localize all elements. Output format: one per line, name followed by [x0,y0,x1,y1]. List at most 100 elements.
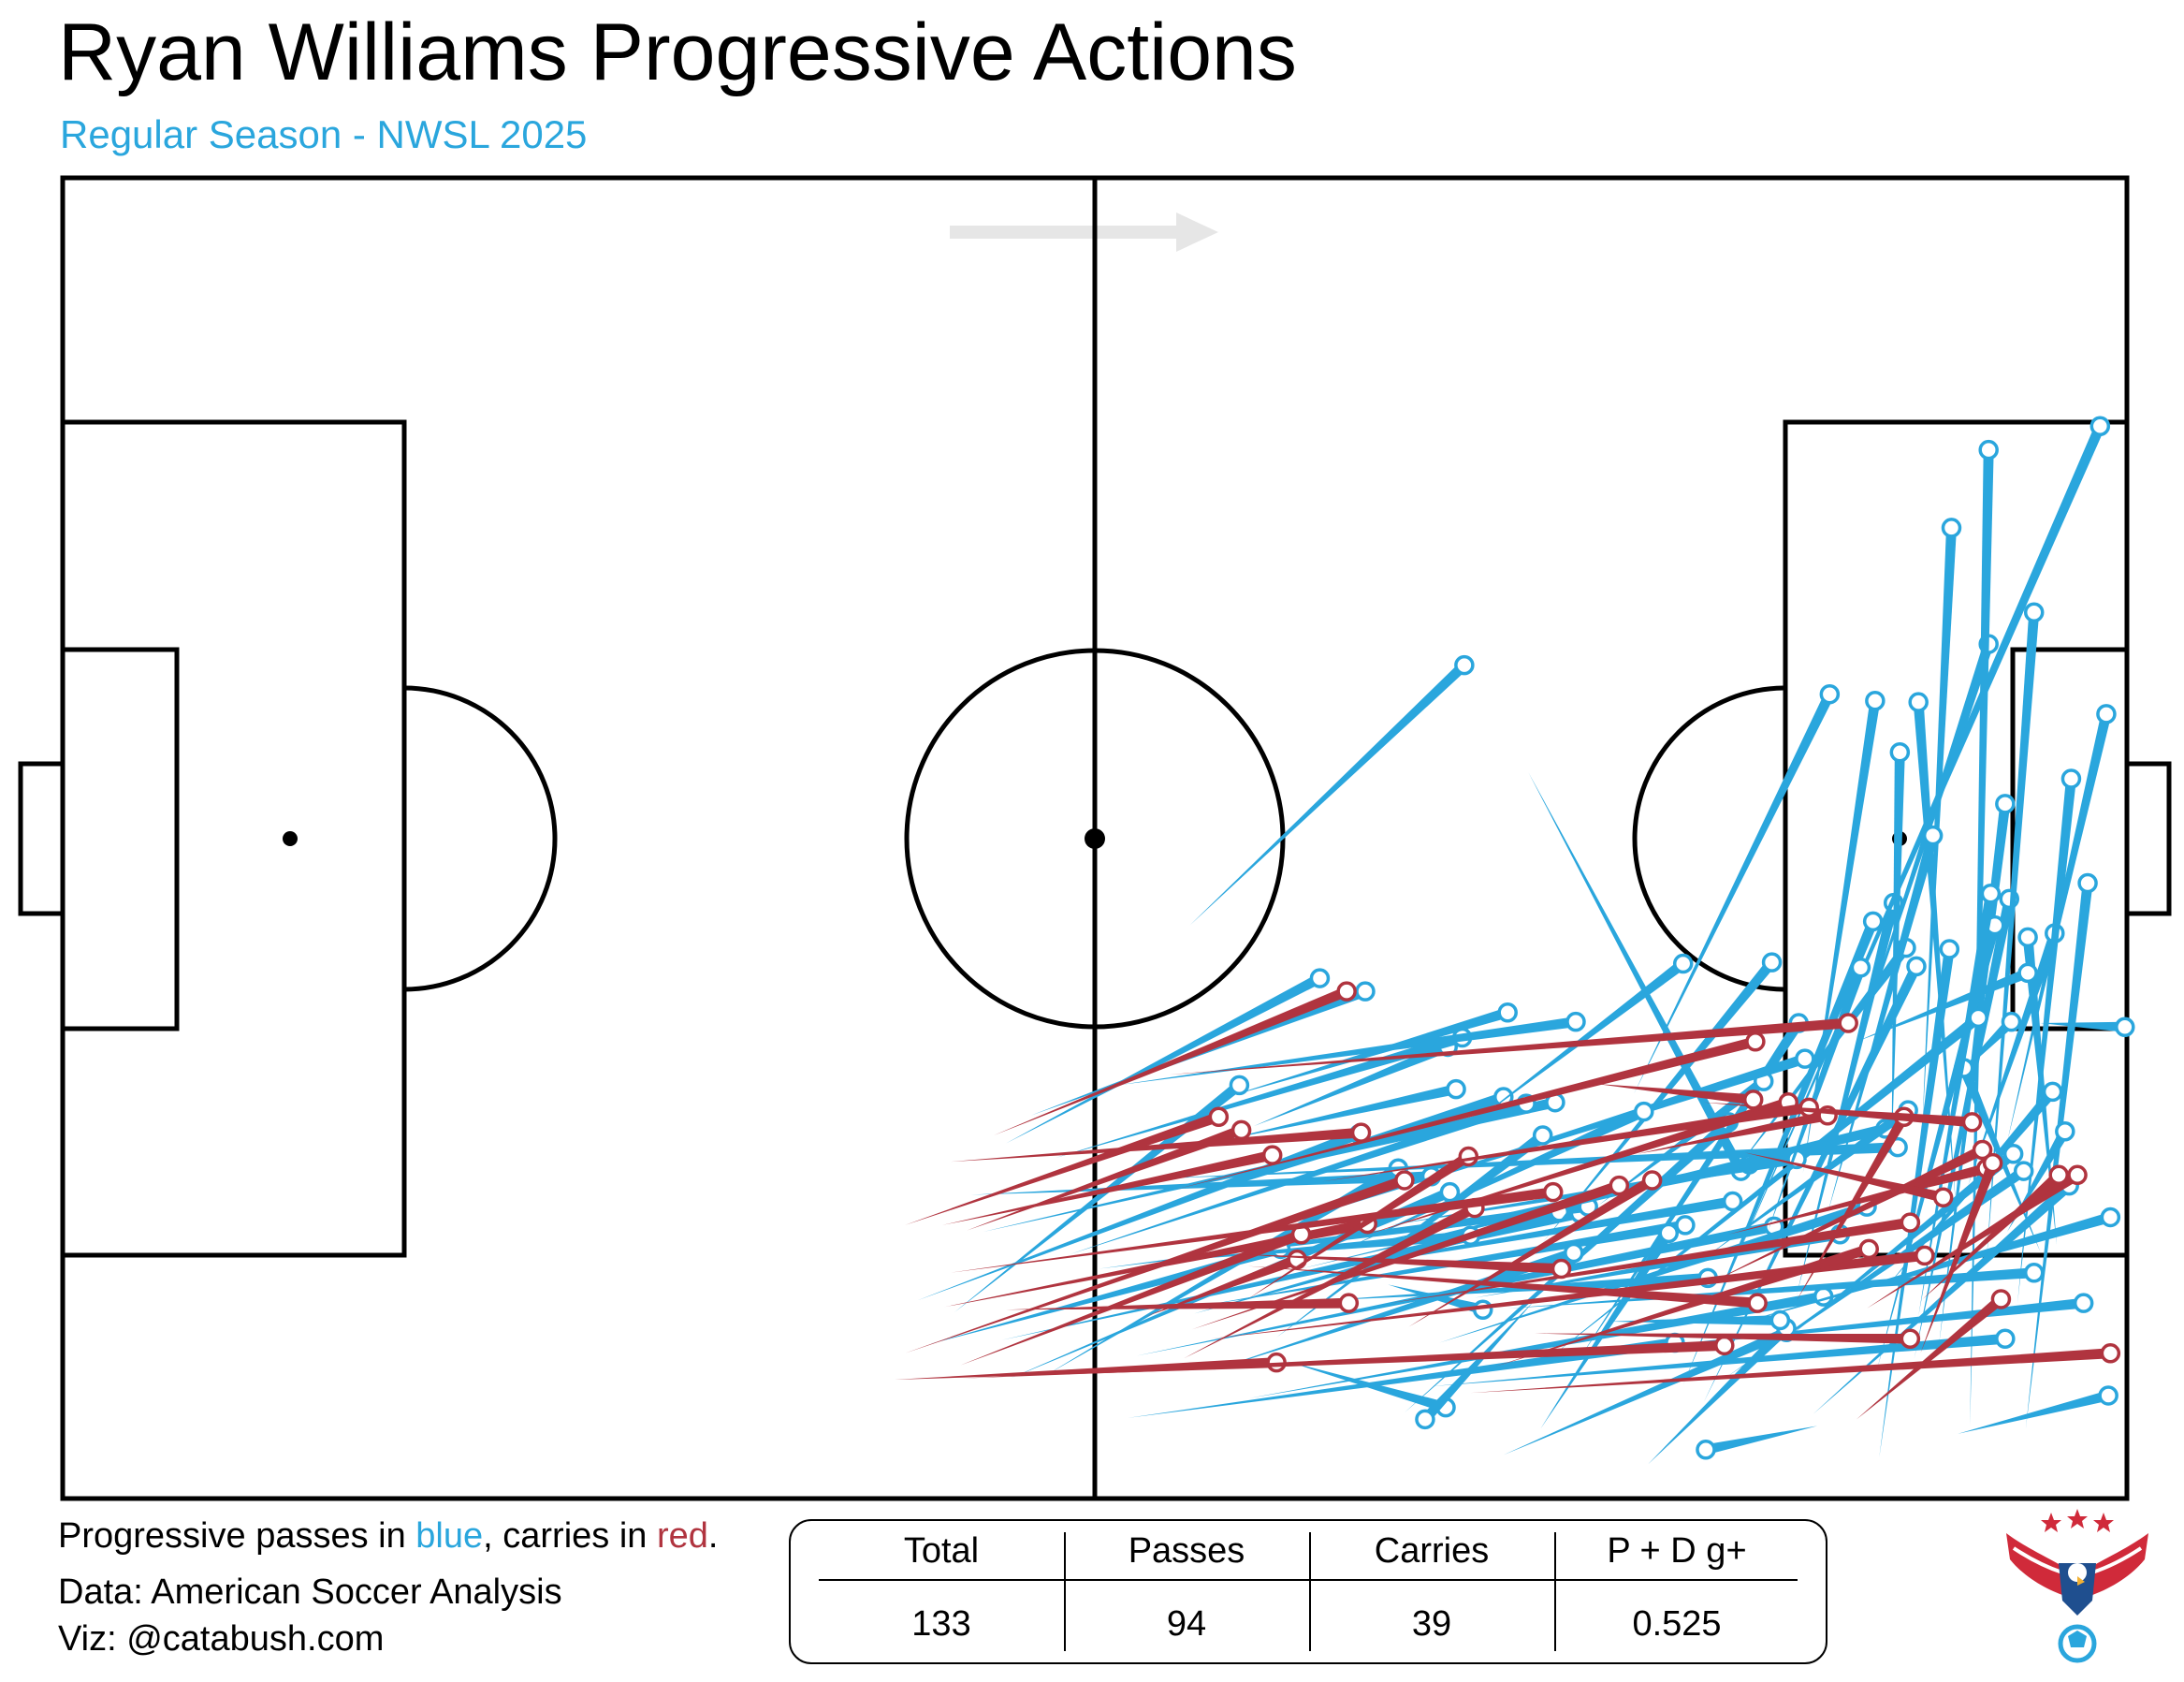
pass-line [1148,1142,1899,1179]
pass-line [1117,1017,1577,1086]
pass-line [1070,1098,1528,1254]
pass-end-point [1634,1101,1654,1122]
pass-end-point [1941,518,1962,538]
stats-value-passes: 94 [1166,1604,1207,1644]
pass-line [1006,973,1323,1144]
stats-value-carries: 39 [1411,1604,1452,1644]
pass-end-point [1978,439,1999,461]
carry-end-point [1932,1187,1954,1208]
carry-end-point [1900,1212,1921,1233]
legend-red-word: red [656,1516,708,1556]
carry-line [1183,1203,1478,1359]
left-penalty-spot [283,831,298,846]
pass-line [1918,892,1996,1317]
viz-credit: Viz: @catabush.com [58,1619,385,1659]
carry-line [943,1219,1369,1308]
carry-line [1920,1161,1998,1353]
pass-line [1704,1426,1818,1455]
pass-line [1420,1300,1535,1424]
carry-line [960,1229,1303,1366]
carry-line [1237,1253,1562,1274]
carry-line [1175,1036,1757,1190]
carry-line [1169,1017,1849,1075]
pass-end-point [1908,692,1929,712]
carry-end-point [1900,1328,1921,1350]
pass-end-point [1769,1309,1791,1331]
pass-line [1287,1361,1448,1412]
carry-line [1856,1294,2004,1420]
pass-end-point [2023,602,2045,622]
pass-line [1958,1390,2110,1434]
pass-line [1220,1084,1458,1141]
action-marks [895,416,2135,1465]
chart-subtitle: Regular Season - NWSL 2025 [60,112,588,156]
pass-end-point [2060,768,2082,789]
stats-header-total: Total [903,1531,980,1571]
carry-line [962,1339,1725,1379]
pass-end-point [2055,1120,2075,1142]
carry-line [1534,1333,1911,1344]
pass-line [1879,948,1955,1458]
pass-end-point [1968,1007,1988,1029]
legend-text-end: . [707,1516,719,1556]
pass-end-point [1980,884,2002,904]
carry-line [1797,1114,1909,1301]
right-penalty-arc [1632,685,1786,992]
pass-line [1708,1105,1912,1256]
carry-line [1247,1151,1472,1299]
pass-line [1212,1248,1576,1371]
carry-end-point [1230,1119,1252,1141]
carry-end-point [1338,1293,1360,1313]
pass-line [1598,1076,1768,1206]
carry-line [1146,1254,1300,1317]
carry-line [1596,1083,1754,1105]
legend-text-start: Progressive passes in [58,1516,416,1556]
pass-line [1431,1333,2006,1387]
left-goal [18,761,66,916]
carry-line [1703,1102,1973,1128]
carry-end-point [1336,981,1357,1002]
legend-text-middle: , carries in [483,1516,657,1556]
pass-end-point [1995,794,2016,814]
pass-end-point [2100,1207,2121,1228]
pass-end-point [2042,1081,2063,1103]
pass-line [1633,692,1835,1095]
carry-end-point [1350,1122,1372,1143]
carry-line [1247,1265,1758,1309]
pass-line [1891,752,1905,1154]
carry-end-point [1609,1175,1630,1196]
pass-end-point [1672,953,1694,974]
stats-divider [1554,1532,1556,1651]
pass-line [1797,901,1900,1295]
pass-line [1986,611,2040,1262]
pass-end-point [2002,1143,2024,1164]
pass-line [1682,919,1878,1385]
pass-line [1249,1291,1825,1398]
carry-end-point [1394,1170,1415,1191]
pass-line [1047,1163,1402,1375]
pass-line [1549,1014,1982,1359]
pass-line [1887,1088,2057,1286]
pass-line [1528,771,1746,1174]
pass-end-point [2017,962,2038,984]
pass-line [1648,1324,1790,1465]
pass-end-point [1675,1215,1696,1236]
pass-line [2022,936,2057,1246]
carry-end-point [2100,1343,2121,1364]
left-penalty-area [60,419,407,1258]
pass-end-point [1722,1191,1743,1212]
pass-end-point [2089,416,2111,437]
carry-end-point [1742,1090,1764,1110]
pass-line [1728,424,2105,1277]
pass-end-point [1454,654,1475,676]
legend-blue-word: blue [415,1516,484,1556]
data-credit: Data: American Soccer Analysis [58,1572,562,1612]
carry-end-point [1972,1139,1993,1161]
carry-line [993,987,1349,1135]
pass-line [1922,527,1957,1122]
carry-line [941,1149,1274,1225]
stats-header-rule [819,1579,1798,1581]
left-penalty-arc [403,685,558,992]
carry-end-point [2067,1164,2088,1186]
